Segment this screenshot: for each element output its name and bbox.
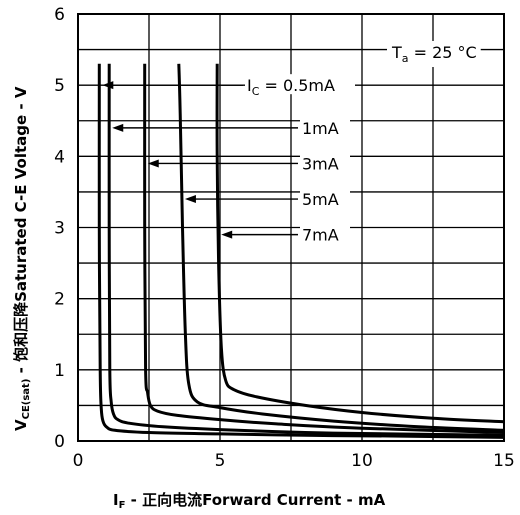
x-tick-label: 5 — [215, 451, 226, 471]
series-label: 5mA — [302, 190, 339, 209]
series-line-2 — [143, 63, 505, 434]
callout-label-bg — [300, 152, 350, 173]
y-axis-title: VCE(sat) - 饱和压降Saturated C-E Voltage - V — [12, 86, 32, 431]
callout-label-bg — [300, 223, 350, 244]
temperature-condition: Ta = 25 °C — [391, 43, 477, 65]
x-tick-label: 15 — [493, 451, 515, 471]
callout-arrowhead — [184, 195, 196, 204]
y-tick-label: 0 — [54, 432, 65, 452]
condition-label-bg — [387, 41, 481, 67]
curves — [97, 63, 505, 439]
x-tick-label: 10 — [351, 451, 373, 471]
series-line-4 — [215, 63, 505, 424]
series-label: IC = 0.5mA — [247, 76, 335, 98]
y-tick-label: 5 — [54, 76, 65, 96]
callout-arrowhead — [221, 230, 233, 239]
callout-arrowhead — [112, 123, 124, 132]
callout-label-bg — [300, 188, 350, 209]
series-line-3 — [177, 63, 505, 432]
y-tick-label: 4 — [54, 147, 65, 167]
y-tick-label: 2 — [54, 290, 65, 310]
y-tick-label: 3 — [54, 219, 65, 239]
series-label: 7mA — [302, 226, 339, 245]
series-line-1 — [107, 63, 505, 437]
series-label: 3mA — [302, 154, 339, 173]
tick-labels: 0 5 10 15 0 1 2 3 4 5 6 — [54, 5, 515, 471]
series-label: 1mA — [302, 119, 339, 138]
x-tick-label: 0 — [73, 451, 84, 471]
callout-label-bg — [300, 116, 350, 137]
series-line-0 — [97, 63, 505, 439]
plot-frame — [77, 13, 505, 442]
y-tick-label: 1 — [54, 361, 65, 381]
callout-arrowhead — [102, 81, 114, 90]
x-axis-title: IF - 正向电流Forward Current - mA — [113, 491, 386, 511]
curve-callouts: IC = 0.5mA 1mA 3mA 5mA 7mA — [102, 74, 355, 245]
callout-label-bg — [245, 74, 355, 95]
callout-arrowhead — [147, 159, 159, 168]
y-tick-label: 6 — [54, 5, 65, 25]
